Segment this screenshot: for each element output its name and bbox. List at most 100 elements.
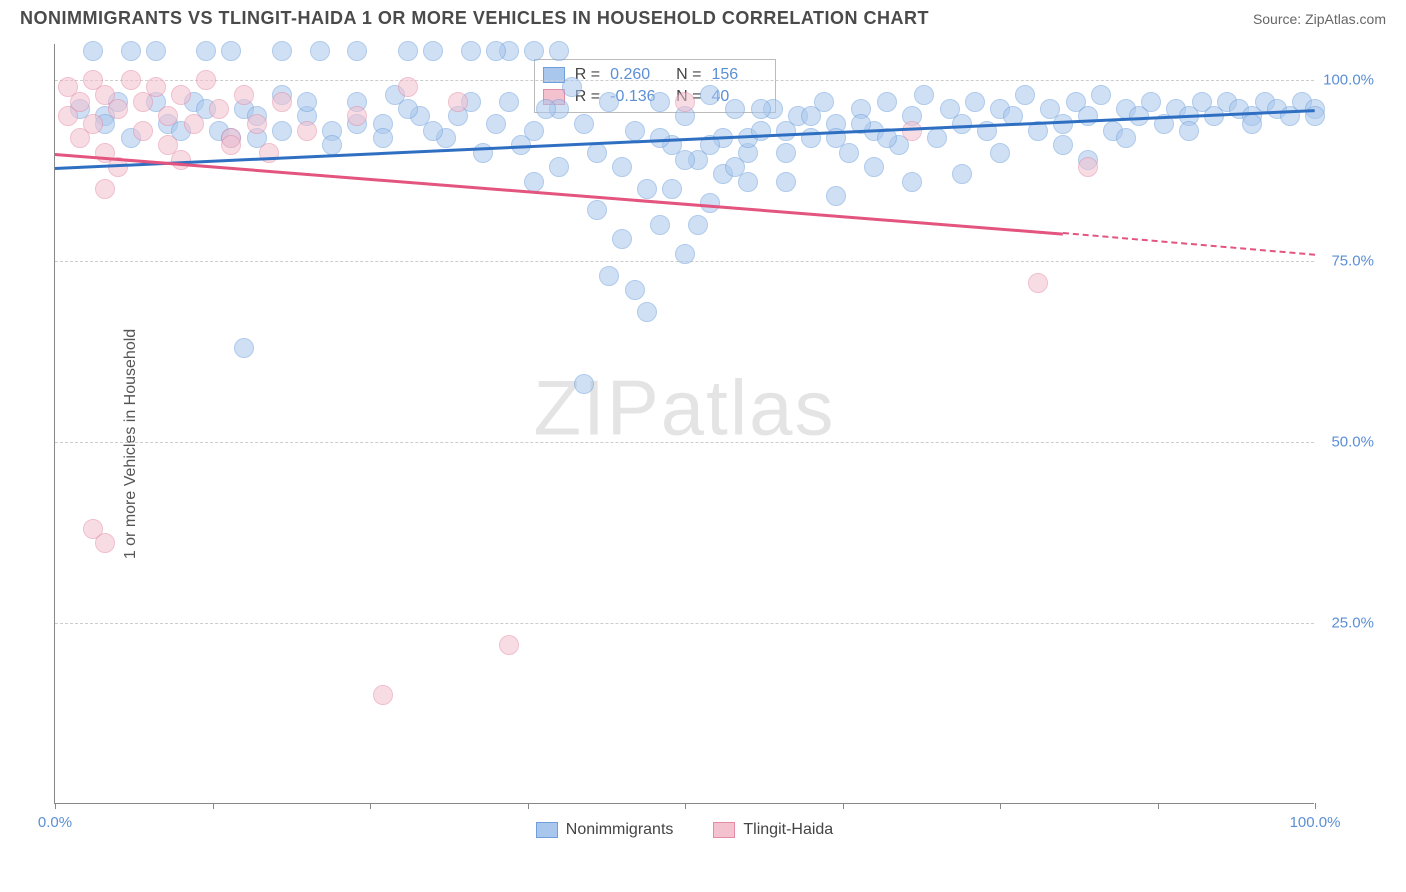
scatter-point (171, 150, 191, 170)
scatter-point (209, 99, 229, 119)
source-link[interactable]: ZipAtlas.com (1305, 11, 1386, 27)
x-tick-mark (1158, 803, 1159, 809)
scatter-point (83, 41, 103, 61)
scatter-point (612, 229, 632, 249)
bottom-legend: Nonimmigrants Tlingit-Haida (55, 821, 1314, 839)
scatter-point (637, 302, 657, 322)
scatter-point (322, 135, 342, 155)
scatter-point (1242, 114, 1262, 134)
scatter-point (499, 92, 519, 112)
scatter-point (121, 41, 141, 61)
chart-container: 1 or more Vehicles in Household ZIPatlas… (54, 44, 1390, 844)
scatter-point (549, 157, 569, 177)
scatter-point (373, 685, 393, 705)
scatter-point (549, 41, 569, 61)
scatter-point (927, 128, 947, 148)
scatter-point (171, 85, 191, 105)
scatter-point (133, 121, 153, 141)
legend-swatch (713, 822, 735, 838)
scatter-point (725, 99, 745, 119)
source-prefix: Source: (1253, 11, 1305, 27)
x-tick-mark (213, 803, 214, 809)
scatter-point (158, 106, 178, 126)
scatter-point (398, 41, 418, 61)
scatter-point (776, 143, 796, 163)
scatter-point (347, 106, 367, 126)
scatter-point (234, 85, 254, 105)
chart-title: NONIMMIGRANTS VS TLINGIT-HAIDA 1 OR MORE… (20, 8, 929, 29)
scatter-point (221, 135, 241, 155)
scatter-point (524, 172, 544, 192)
scatter-point (95, 533, 115, 553)
legend-label: Tlingit-Haida (743, 821, 833, 839)
scatter-point (574, 374, 594, 394)
scatter-point (562, 77, 582, 97)
x-tick-label: 100.0% (1290, 814, 1341, 831)
scatter-point (398, 99, 418, 119)
scatter-point (801, 106, 821, 126)
scatter-point (234, 338, 254, 358)
scatter-point (776, 172, 796, 192)
scatter-point (776, 121, 796, 141)
scatter-point (70, 92, 90, 112)
source-attribution: Source: ZipAtlas.com (1253, 11, 1386, 27)
scatter-point (221, 41, 241, 61)
scatter-point (121, 70, 141, 90)
scatter-point (272, 92, 292, 112)
scatter-point (864, 157, 884, 177)
scatter-point (1141, 92, 1161, 112)
stat-n-label: N = (676, 66, 701, 84)
scatter-point (625, 280, 645, 300)
scatter-point (877, 92, 897, 112)
trend-line-extrapolated (1063, 232, 1315, 256)
scatter-point (688, 215, 708, 235)
stat-r-value: 0.260 (610, 66, 666, 84)
scatter-point (700, 85, 720, 105)
scatter-point (650, 92, 670, 112)
scatter-point (486, 114, 506, 134)
scatter-point (536, 99, 556, 119)
scatter-point (196, 41, 216, 61)
scatter-point (473, 143, 493, 163)
scatter-point (1116, 128, 1136, 148)
scatter-point (1091, 85, 1111, 105)
scatter-point (196, 70, 216, 90)
x-tick-mark (843, 803, 844, 809)
x-tick-mark (370, 803, 371, 809)
scatter-point (461, 41, 481, 61)
scatter-point (826, 186, 846, 206)
scatter-point (524, 41, 544, 61)
legend-label: Nonimmigrants (566, 821, 674, 839)
x-tick-mark (55, 803, 56, 809)
x-tick-mark (1000, 803, 1001, 809)
scatter-point (637, 179, 657, 199)
gridline-horizontal (55, 80, 1314, 81)
y-tick-label: 75.0% (1331, 253, 1374, 270)
scatter-point (725, 157, 745, 177)
scatter-point (398, 77, 418, 97)
scatter-point (448, 92, 468, 112)
scatter-point (587, 200, 607, 220)
x-tick-mark (528, 803, 529, 809)
scatter-point (146, 41, 166, 61)
scatter-point (625, 121, 645, 141)
scatter-point (373, 128, 393, 148)
scatter-point (272, 41, 292, 61)
scatter-point (1028, 273, 1048, 293)
scatter-point (146, 77, 166, 97)
scatter-point (272, 121, 292, 141)
scatter-point (1179, 121, 1199, 141)
legend-item: Nonimmigrants (536, 821, 674, 839)
y-tick-label: 100.0% (1323, 72, 1374, 89)
x-tick-label: 0.0% (38, 814, 72, 831)
scatter-point (662, 179, 682, 199)
scatter-point (914, 85, 934, 105)
y-tick-label: 25.0% (1331, 615, 1374, 632)
scatter-point (1015, 85, 1035, 105)
scatter-point (499, 635, 519, 655)
scatter-point (184, 114, 204, 134)
scatter-point (247, 114, 267, 134)
gridline-horizontal (55, 623, 1314, 624)
scatter-point (675, 150, 695, 170)
scatter-point (965, 92, 985, 112)
